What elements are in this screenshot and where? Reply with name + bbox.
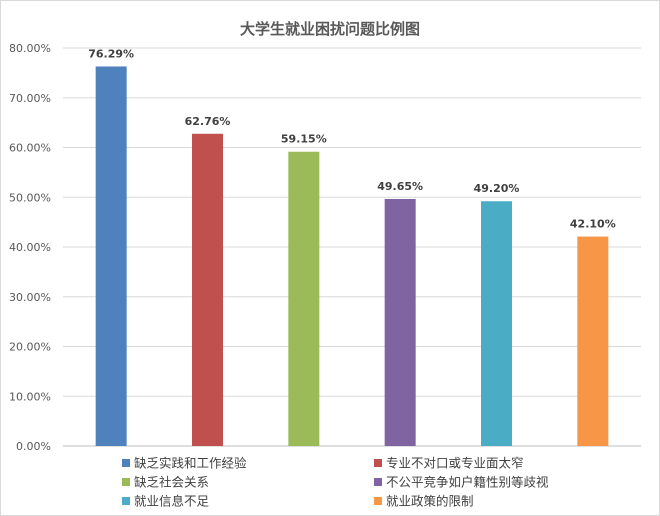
y-tick-label: 60.00% <box>9 142 51 155</box>
legend-swatch <box>122 497 130 505</box>
y-tick-label: 20.00% <box>9 341 51 354</box>
bar <box>288 151 320 446</box>
legend-swatch <box>374 497 382 505</box>
bar <box>192 133 223 447</box>
bars <box>95 66 609 447</box>
data-label: 76.29% <box>88 47 134 60</box>
legend-swatch <box>122 459 130 467</box>
bar <box>384 198 416 446</box>
data-label: 62.76% <box>185 115 231 128</box>
bar <box>577 236 609 446</box>
legend-label: 缺乏社会关系 <box>134 475 209 490</box>
legend-label: 不公平竞争如户籍性别等歧视 <box>386 475 549 490</box>
legend-label: 专业不对口或专业面太窄 <box>386 456 524 471</box>
chart-title: 大学生就业困扰问题比例图 <box>240 20 420 38</box>
y-tick-label: 0.00% <box>16 440 51 453</box>
grid-lines <box>63 47 641 447</box>
y-axis-ticks: 0.00% 10.00% 20.00% 30.00% 40.00% 50.00% 60.00… <box>9 42 51 453</box>
legend-label: 缺乏实践和工作经验 <box>134 456 247 471</box>
legend-label: 就业政策的限制 <box>386 494 474 509</box>
y-tick-label: 40.00% <box>9 241 51 254</box>
y-tick-label: 80.00% <box>9 42 51 55</box>
y-tick-label: 70.00% <box>9 92 51 105</box>
data-label: 42.10% <box>570 218 616 231</box>
bar <box>481 201 512 446</box>
legend-swatch <box>122 478 130 486</box>
legend-label: 就业信息不足 <box>134 494 210 509</box>
data-label: 59.15% <box>281 133 327 146</box>
y-tick-label: 30.00% <box>9 291 51 304</box>
data-label: 49.20% <box>474 182 520 195</box>
bar <box>95 66 127 447</box>
data-label: 49.65% <box>377 180 423 193</box>
data-labels: 76.29% 62.76% 59.15% 49.65% 49.20% 42.10% <box>88 47 615 230</box>
legend-swatch <box>374 459 382 467</box>
y-tick-label: 10.00% <box>9 390 51 403</box>
legend-swatch <box>374 478 382 486</box>
y-tick-label: 50.00% <box>9 191 51 204</box>
